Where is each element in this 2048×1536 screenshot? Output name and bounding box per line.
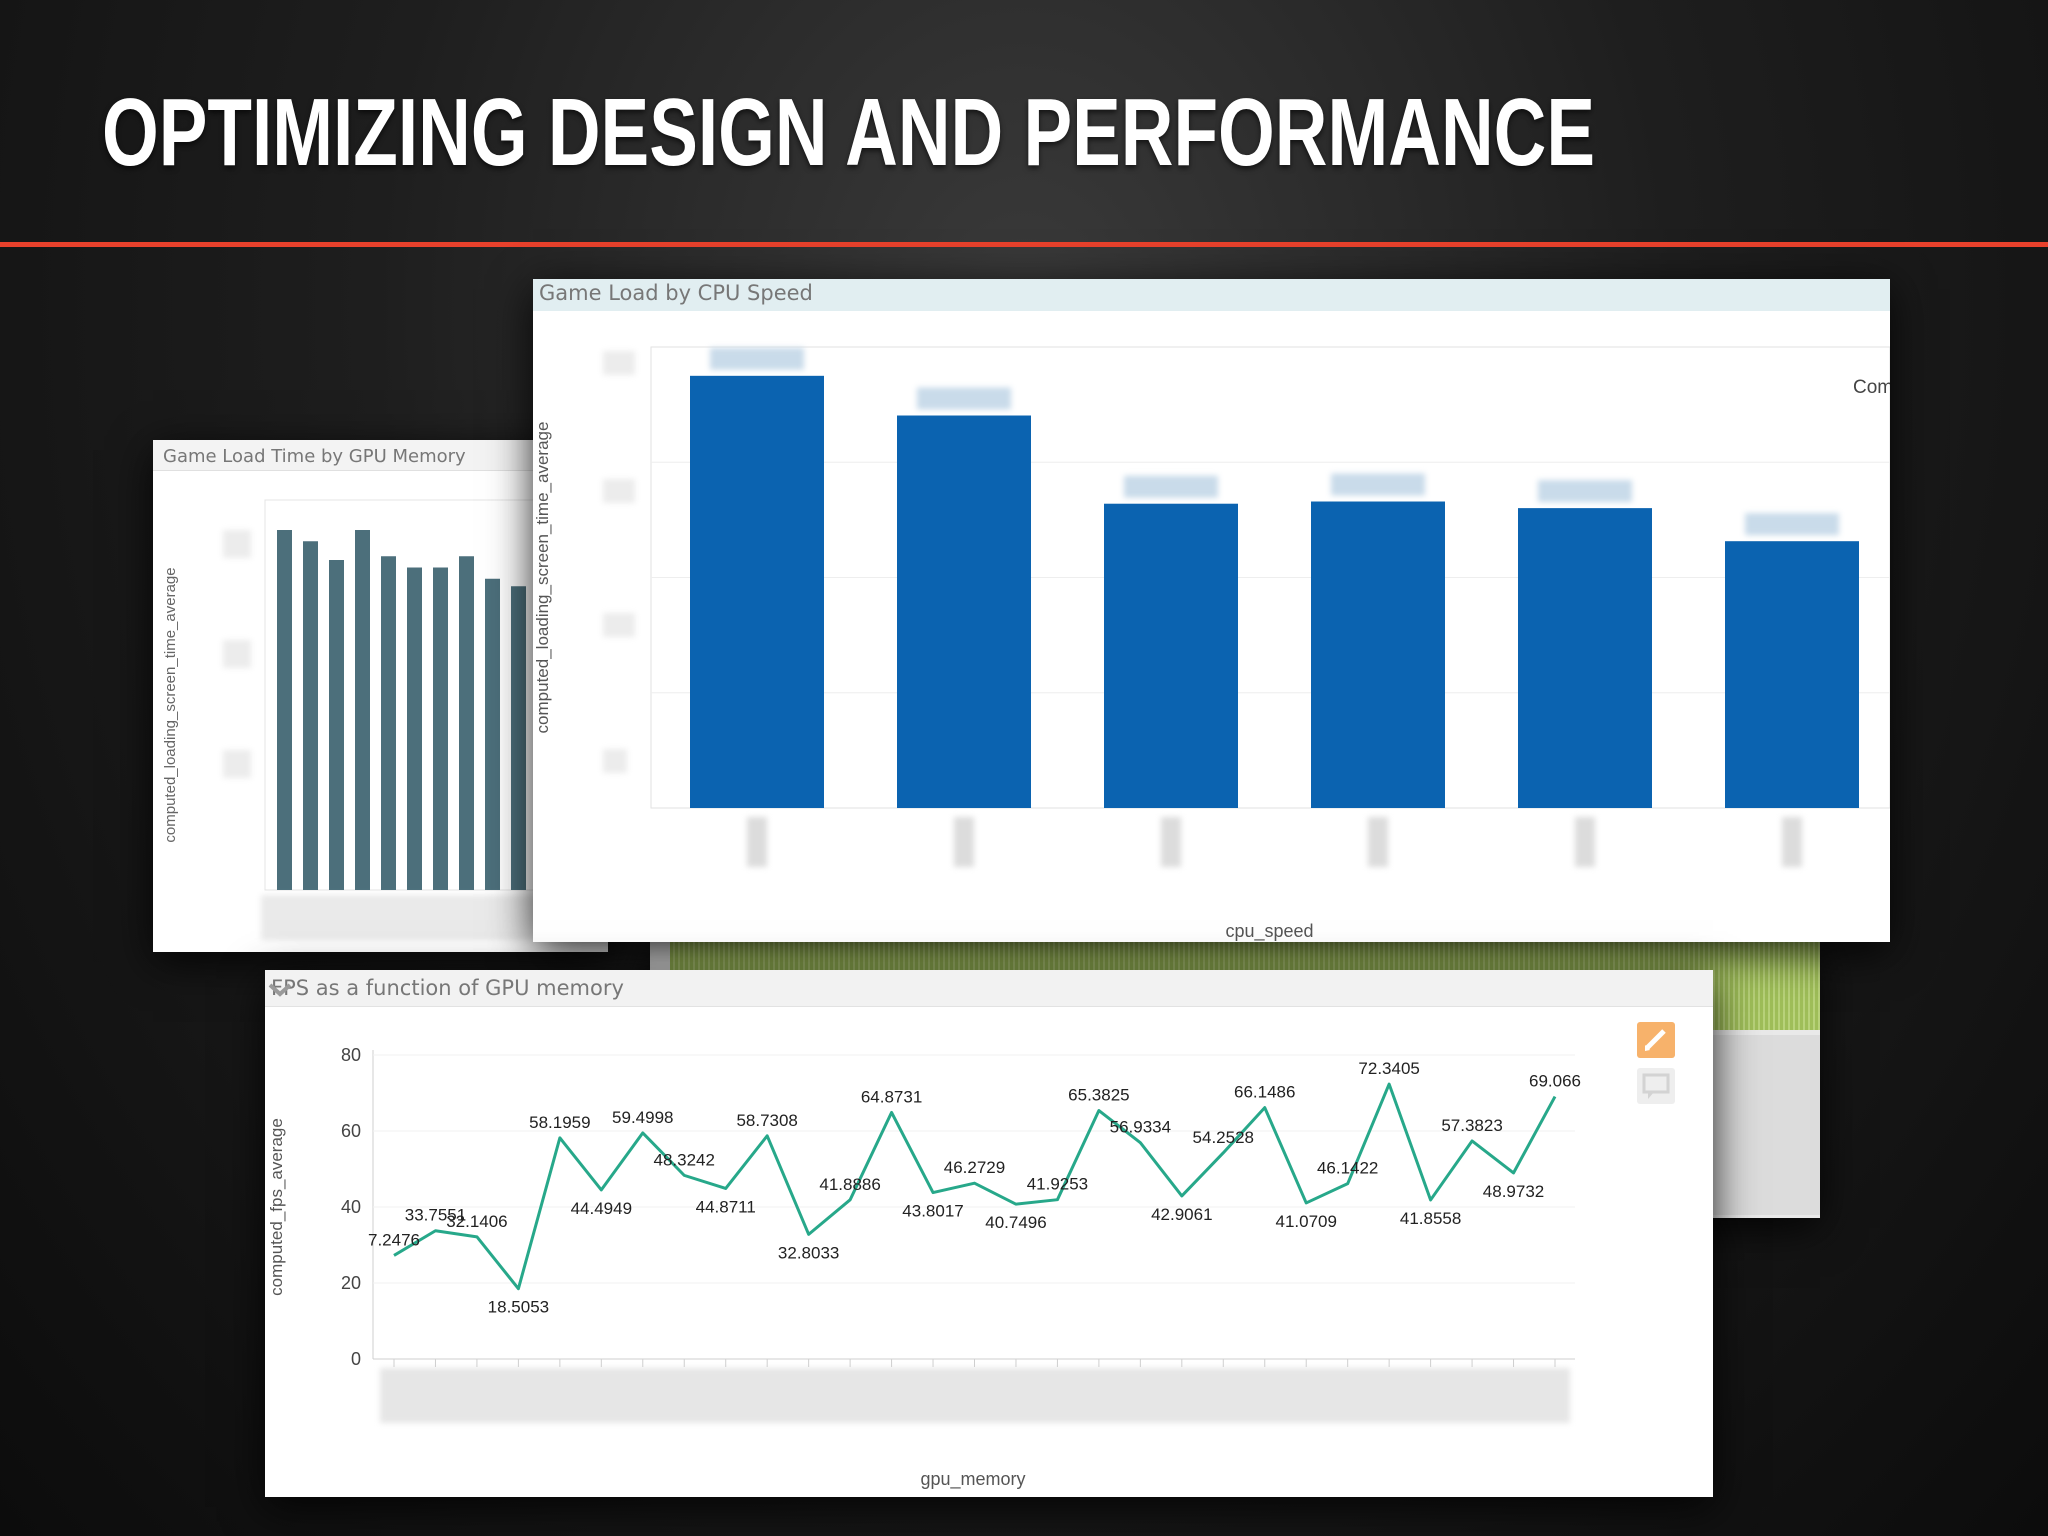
x-tick-label-blurred (1782, 817, 1802, 867)
data-label: 57.3823 (1441, 1116, 1502, 1135)
bar (1518, 508, 1652, 808)
data-label: 33.7551 (405, 1206, 466, 1225)
title-rule (0, 242, 2048, 247)
data-label: 18.5053 (488, 1298, 549, 1317)
y-tick-label-blurred (223, 640, 251, 668)
panel-header: Game Load by CPU Speed (533, 279, 1890, 311)
y-tick-label-blurred (603, 479, 635, 503)
y-tick-label-blurred (603, 749, 627, 773)
y-tick-label: 20 (341, 1273, 361, 1293)
data-label-blurred (710, 347, 804, 370)
data-label: 40.7496 (985, 1213, 1046, 1232)
comment-icon[interactable] (1637, 1068, 1675, 1104)
y-tick-label-blurred (223, 750, 251, 778)
data-label-blurred (1745, 513, 1839, 536)
data-label: 42.9061 (1151, 1205, 1212, 1224)
fps-chart-panel: FPS as a function of GPU memory 0 20 40 60 8… (265, 970, 1713, 1497)
data-label: 54.2528 (1193, 1128, 1254, 1147)
chevron-down-icon[interactable] (265, 980, 295, 1000)
y-axis-label: computed_loading_screen_time_average (533, 422, 552, 734)
bar (433, 567, 448, 890)
data-label: 32.8033 (778, 1243, 839, 1262)
cpu-load-chart: computed_loading_screen_time_average cpu_… (533, 346, 1890, 942)
bar (1311, 501, 1445, 808)
data-label: 44.4949 (571, 1199, 632, 1218)
data-label: 65.3825 (1068, 1086, 1129, 1105)
x-tick-labels-blurred (380, 1368, 1570, 1423)
data-label-blurred (1124, 475, 1218, 498)
data-label: 69.066 (1529, 1072, 1581, 1091)
fps-line-chart: 0 20 40 60 80 computed_fps_average gpu_memory 7… (267, 1045, 1581, 1490)
bar (690, 375, 824, 808)
x-tick-label-blurred (747, 817, 767, 867)
bar (897, 415, 1031, 808)
bar (485, 578, 500, 890)
y-tick-label: 0 (351, 1349, 361, 1369)
y-tick-label-blurred (603, 351, 635, 375)
data-label-blurred (1331, 473, 1425, 496)
bar (459, 556, 474, 890)
panel-title: Game Load by CPU Speed (539, 281, 813, 305)
y-axis-label: computed_fps_average (267, 1118, 286, 1296)
data-label: 58.7308 (736, 1111, 797, 1130)
data-label: 66.1486 (1234, 1083, 1295, 1102)
data-label: 41.8886 (819, 1175, 880, 1194)
x-axis-label: gpu_memory (920, 1469, 1025, 1490)
bar (329, 560, 344, 890)
data-label: 7.2476 (368, 1230, 420, 1249)
y-tick-label: 60 (341, 1121, 361, 1141)
data-label: 58.1959 (529, 1113, 590, 1132)
cpu-load-chart-panel: Game Load by CPU Speed computed_loading_… (533, 279, 1890, 942)
data-label: 64.8731 (861, 1087, 922, 1106)
legend-label-partial: Com (1853, 377, 1890, 398)
y-tick-label-blurred (603, 613, 635, 637)
x-tick-label-blurred (954, 817, 974, 867)
data-label: 41.8558 (1400, 1209, 1461, 1228)
data-label: 43.8017 (902, 1202, 963, 1221)
data-label: 72.3405 (1358, 1059, 1419, 1078)
bar (407, 567, 422, 890)
panel-header: FPS as a function of GPU memory (265, 970, 1713, 1007)
data-label-blurred (1538, 480, 1632, 503)
data-label: 56.9334 (1110, 1118, 1171, 1137)
data-label-blurred (917, 387, 1011, 410)
slide-title: OPTIMIZING DESIGN AND PERFORMANCE (102, 79, 1596, 186)
edit-icon[interactable] (1637, 1022, 1675, 1058)
y-tick-label: 40 (341, 1197, 361, 1217)
bar (381, 556, 396, 890)
y-tick-label: 80 (341, 1045, 361, 1065)
panel-header: Game Load Time by GPU Memory (153, 440, 608, 471)
bar (355, 530, 370, 890)
data-label: 32.1406 (446, 1212, 507, 1231)
x-tick-label-blurred (1161, 817, 1181, 867)
bar (1725, 541, 1859, 808)
series-line (393, 1082, 1557, 1291)
data-label: 41.0709 (1275, 1212, 1336, 1231)
gpu-load-chart-panel: Game Load Time by GPU Memory computed_lo… (153, 440, 608, 952)
data-label: 59.4998 (612, 1108, 673, 1127)
data-label: 48.9732 (1483, 1182, 1544, 1201)
panel-title: FPS as a function of GPU memory (271, 976, 624, 1000)
data-label: 48.3242 (654, 1150, 715, 1169)
panel-title: Game Load Time by GPU Memory (163, 446, 466, 467)
bar (303, 541, 318, 890)
x-tick-label-blurred (1575, 817, 1595, 867)
bar (1104, 503, 1238, 808)
bar (277, 530, 292, 890)
gpu-load-chart: computed_loading_screen_time_average (162, 499, 608, 940)
data-label: 44.8711 (696, 1197, 756, 1216)
x-tick-label-blurred (1368, 817, 1388, 867)
y-tick-label-blurred (223, 530, 251, 558)
data-label: 46.1422 (1317, 1159, 1378, 1178)
x-axis-label: cpu_speed (1225, 921, 1313, 942)
bar (511, 586, 526, 890)
data-label: 46.2729 (944, 1158, 1005, 1177)
y-axis-label: computed_loading_screen_time_average (162, 567, 179, 842)
data-label: 41.9253 (1027, 1175, 1088, 1194)
